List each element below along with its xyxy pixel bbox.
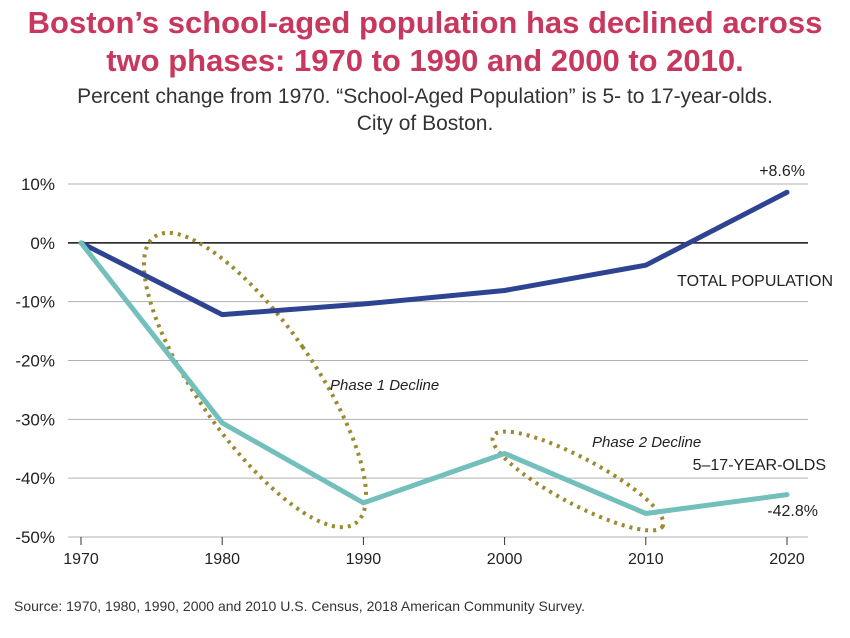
series-label-school: 5–17-YEAR-OLDS bbox=[693, 457, 826, 474]
y-tick-label: -20% bbox=[15, 352, 55, 371]
x-tick-label: 1980 bbox=[204, 551, 240, 568]
chart-subtitle: Percent change from 1970. “School-Aged P… bbox=[0, 83, 850, 137]
series-line-total bbox=[78, 189, 790, 318]
series-labels: TOTAL POPULATION +8.6% 5–17-YEAR-OLDS -4… bbox=[330, 163, 833, 520]
title-line-2: two phases: 1970 to 1990 and 2000 to 201… bbox=[106, 43, 744, 78]
subtitle-line-2: City of Boston. bbox=[356, 112, 494, 135]
y-tick-label: 10% bbox=[21, 175, 55, 194]
x-tick-label: 2010 bbox=[628, 551, 664, 568]
y-tick-label: -40% bbox=[15, 469, 55, 488]
subtitle-line-1: Percent change from 1970. “School-Aged P… bbox=[77, 85, 773, 108]
x-tick-label: 1990 bbox=[346, 551, 382, 568]
chart-title: Boston’s school-aged population has decl… bbox=[0, 4, 850, 80]
y-tick-label: -30% bbox=[15, 410, 55, 429]
x-tick-label: 1970 bbox=[63, 551, 99, 568]
series-line-school bbox=[78, 240, 790, 516]
phase-ellipses bbox=[141, 230, 666, 533]
phase-2-label: Phase 2 Decline bbox=[592, 434, 701, 451]
end-label-school: -42.8% bbox=[767, 503, 818, 520]
y-tick-label: -10% bbox=[15, 293, 55, 312]
source-note: Source: 1970, 1980, 1990, 2000 and 2010 … bbox=[14, 598, 585, 614]
series-lines bbox=[78, 189, 790, 516]
title-line-1: Boston’s school-aged population has decl… bbox=[27, 5, 823, 40]
series-label-total: TOTAL POPULATION bbox=[677, 273, 833, 290]
x-tick-label: 2000 bbox=[487, 551, 523, 568]
y-tick-label: 0% bbox=[30, 234, 55, 253]
end-label-total: +8.6% bbox=[759, 163, 805, 180]
y-tick-label: -50% bbox=[15, 528, 55, 547]
phase-2-ellipse bbox=[490, 429, 666, 533]
x-tick-label: 2020 bbox=[769, 551, 805, 568]
phase-1-ellipse bbox=[141, 230, 369, 530]
x-axis-ticks: 1970 1980 1990 2000 2010 2020 bbox=[63, 537, 805, 568]
y-axis-ticks: 10% 0% -10% -20% -30% -40% -50% bbox=[15, 175, 55, 547]
phase-1-label: Phase 1 Decline bbox=[330, 377, 439, 394]
